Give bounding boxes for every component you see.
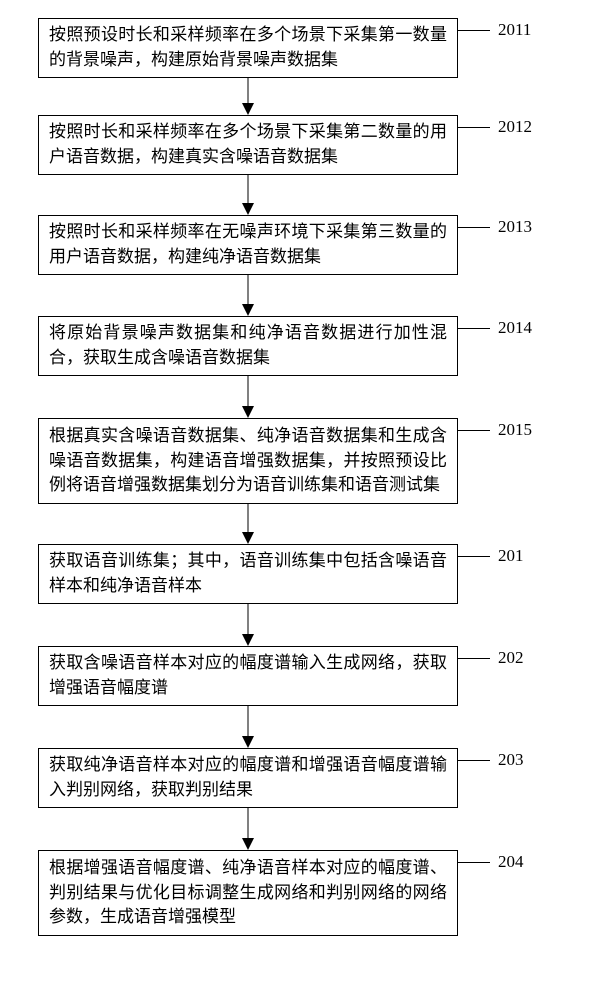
flowchart-node-text: 按照时长和采样频率在无噪声环境下采集第三数量的用户语音数据，构建纯净语音数据集 <box>49 220 447 269</box>
arrow-stem <box>248 175 249 204</box>
flowchart-node: 按照预设时长和采样频率在多个场景下采集第一数量的背景噪声，构建原始背景噪声数据集 <box>38 18 458 78</box>
label-lead-line <box>458 328 490 329</box>
arrow-head-icon <box>242 103 254 115</box>
flowchart-node-text: 获取含噪语音样本对应的幅度谱输入生成网络，获取增强语音幅度谱 <box>49 651 447 700</box>
flowchart-node: 获取含噪语音样本对应的幅度谱输入生成网络，获取增强语音幅度谱 <box>38 646 458 706</box>
flowchart-node-label: 201 <box>498 546 524 566</box>
arrow-head-icon <box>242 736 254 748</box>
arrow-stem <box>248 275 249 305</box>
arrow-head-icon <box>242 838 254 850</box>
label-lead-line <box>458 862 490 863</box>
flowchart-node-text: 将原始背景噪声数据集和纯净语音数据进行加性混合，获取生成含噪语音数据集 <box>49 321 447 370</box>
arrow-head-icon <box>242 406 254 418</box>
flowchart-node-label: 202 <box>498 648 524 668</box>
flowchart-node: 按照时长和采样频率在无噪声环境下采集第三数量的用户语音数据，构建纯净语音数据集 <box>38 215 458 275</box>
flowchart-node: 根据增强语音幅度谱、纯净语音样本对应的幅度谱、判别结果与优化目标调整生成网络和判… <box>38 850 458 936</box>
label-lead-line <box>458 30 490 31</box>
label-lead-line <box>458 227 490 228</box>
flowchart-node-text: 按照时长和采样频率在多个场景下采集第二数量的用户语音数据，构建真实含噪语音数据集 <box>49 120 447 169</box>
flowchart-node-label: 2012 <box>498 117 532 137</box>
arrow-stem <box>248 376 249 407</box>
arrow-head-icon <box>242 532 254 544</box>
flowchart-node: 根据真实含噪语音数据集、纯净语音数据集和生成含噪语音数据集，构建语音增强数据集，… <box>38 418 458 504</box>
flowchart-node: 获取纯净语音样本对应的幅度谱和增强语音幅度谱输入判别网络，获取判别结果 <box>38 748 458 808</box>
flowchart-node-label: 203 <box>498 750 524 770</box>
arrow-stem <box>248 604 249 635</box>
label-lead-line <box>458 556 490 557</box>
flowchart-node: 按照时长和采样频率在多个场景下采集第二数量的用户语音数据，构建真实含噪语音数据集 <box>38 115 458 175</box>
flowchart-node-text: 按照预设时长和采样频率在多个场景下采集第一数量的背景噪声，构建原始背景噪声数据集 <box>49 23 447 72</box>
flowchart-canvas: 按照预设时长和采样频率在多个场景下采集第一数量的背景噪声，构建原始背景噪声数据集… <box>0 0 589 1000</box>
flowchart-node-text: 根据增强语音幅度谱、纯净语音样本对应的幅度谱、判别结果与优化目标调整生成网络和判… <box>49 856 447 930</box>
arrow-head-icon <box>242 304 254 316</box>
flowchart-node-label: 2013 <box>498 217 532 237</box>
flowchart-node-label: 2015 <box>498 420 532 440</box>
arrow-stem <box>248 706 249 737</box>
arrow-head-icon <box>242 203 254 215</box>
flowchart-node: 将原始背景噪声数据集和纯净语音数据进行加性混合，获取生成含噪语音数据集 <box>38 316 458 376</box>
flowchart-node-label: 204 <box>498 852 524 872</box>
flowchart-node-label: 2011 <box>498 20 531 40</box>
flowchart-node: 获取语音训练集；其中，语音训练集中包括含噪语音样本和纯净语音样本 <box>38 544 458 604</box>
arrow-head-icon <box>242 634 254 646</box>
label-lead-line <box>458 430 490 431</box>
arrow-stem <box>248 808 249 839</box>
flowchart-node-text: 根据真实含噪语音数据集、纯净语音数据集和生成含噪语音数据集，构建语音增强数据集，… <box>49 424 447 498</box>
flowchart-node-text: 获取语音训练集；其中，语音训练集中包括含噪语音样本和纯净语音样本 <box>49 549 447 598</box>
arrow-stem <box>248 504 249 533</box>
label-lead-line <box>458 658 490 659</box>
flowchart-node-label: 2014 <box>498 318 532 338</box>
label-lead-line <box>458 760 490 761</box>
flowchart-node-text: 获取纯净语音样本对应的幅度谱和增强语音幅度谱输入判别网络，获取判别结果 <box>49 753 447 802</box>
arrow-stem <box>248 78 249 104</box>
label-lead-line <box>458 127 490 128</box>
